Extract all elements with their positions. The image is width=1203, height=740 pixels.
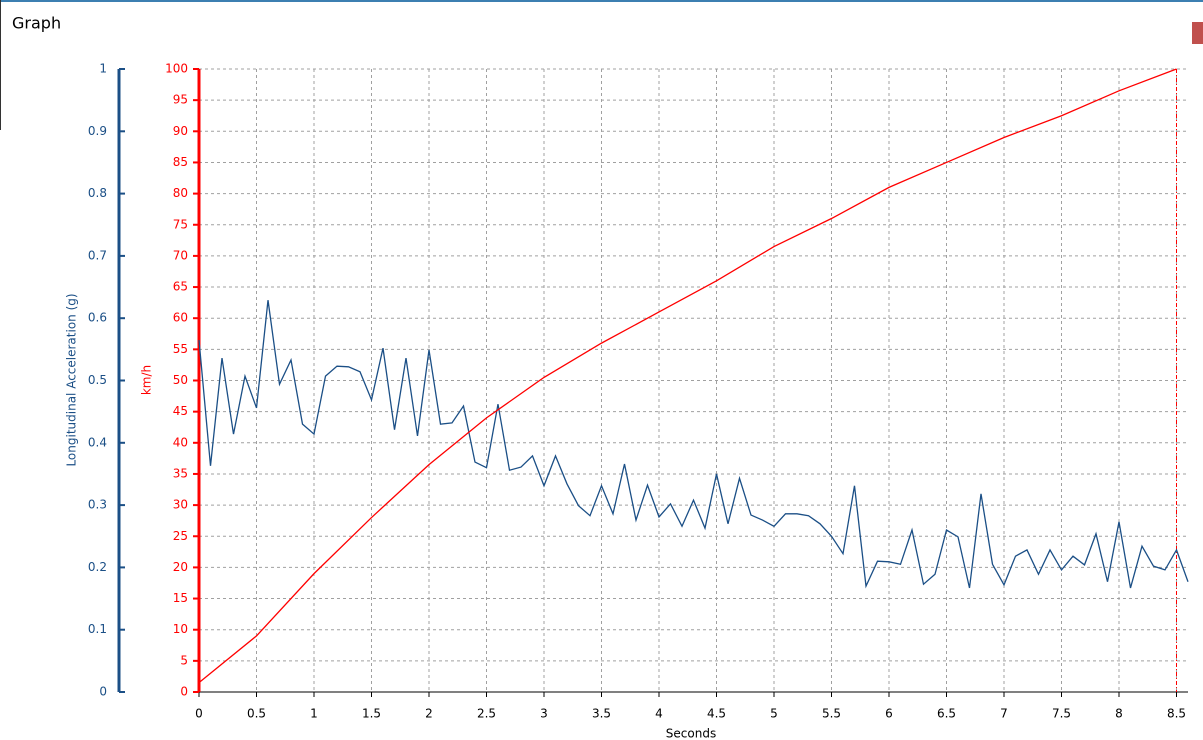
y2-tick-label: 35 [173,466,188,480]
x-tick-label: 7.5 [1052,707,1071,721]
y2-tick-label: 50 [173,373,188,387]
y2-tick-label: 25 [173,529,188,543]
y-tick-label: 0.1 [88,622,107,636]
window-title: Graph [12,14,61,33]
y-tick-label: 1 [99,62,107,76]
y-tick-label: 0.5 [88,373,107,387]
x-axis-title: Seconds [666,727,716,740]
y2-tick-label: 10 [173,622,188,636]
x-tick-label: 8.5 [1167,707,1186,721]
y2-tick-label: 100 [165,62,188,76]
x-tick-label: 4 [655,707,663,721]
y2-axis-title: km/h [140,365,154,395]
y2-tick-label: 80 [173,186,188,200]
y2-tick-label: 95 [173,93,188,107]
y2-tick-label: 40 [173,435,188,449]
y-tick-label: 0.2 [88,560,107,574]
y2-tick-label: 55 [173,342,188,356]
y2-tick-label: 0 [180,685,188,699]
y-axis-title: Longitudinal Acceleration (g) [65,293,79,466]
x-tick-label: 6.5 [937,707,956,721]
y2-tick-label: 15 [173,591,188,605]
y2-tick-label: 20 [173,560,188,574]
y2-tick-label: 60 [173,311,188,325]
y2-tick-label: 30 [173,498,188,512]
x-tick-label: 6 [885,707,893,721]
y-tick-label: 0 [99,685,107,699]
x-tick-label: 2.5 [477,707,496,721]
y2-tick-label: 70 [173,248,188,262]
y2-tick-label: 5 [180,653,188,667]
y-tick-label: 0.7 [88,248,107,262]
x-tick-label: 3.5 [592,707,611,721]
y-tick-label: 0.8 [88,186,107,200]
series-line [198,300,1189,589]
x-tick-label: 1.5 [362,707,381,721]
close-indicator[interactable] [1192,22,1203,44]
x-tick-label: 5 [770,707,778,721]
x-tick-label: 0 [195,707,203,721]
y2-tick-label: 90 [173,124,188,138]
y2-tick-label: 65 [173,280,188,294]
x-tick-label: 5.5 [822,707,841,721]
y2-tick-label: 85 [173,155,188,169]
y-tick-label: 0.4 [88,435,107,449]
y-tick-label: 0.6 [88,311,107,325]
y-tick-label: 0.9 [88,124,107,138]
x-tick-label: 2 [425,707,433,721]
x-tick-label: 3 [540,707,548,721]
y-tick-label: 0.3 [88,498,107,512]
y2-tick-label: 75 [173,217,188,231]
series-line [198,68,1177,684]
x-tick-label: 1 [310,707,318,721]
x-tick-label: 4.5 [707,707,726,721]
x-tick-label: 8 [1115,707,1123,721]
y2-tick-label: 45 [173,404,188,418]
window-top-border [0,0,1203,2]
x-tick-label: 0.5 [247,707,266,721]
x-tick-label: 7 [1000,707,1008,721]
